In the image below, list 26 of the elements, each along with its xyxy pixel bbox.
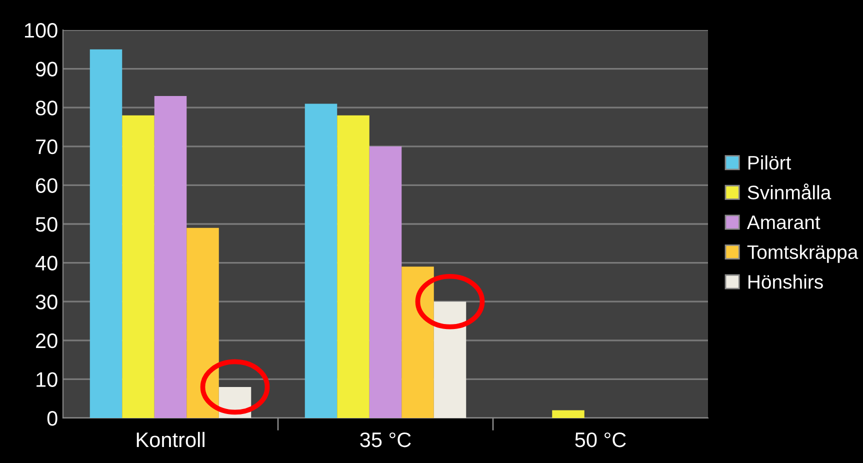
legend-label: Tomtskräppa — [747, 244, 858, 263]
bar — [122, 115, 154, 418]
legend-label: Amarant — [746, 216, 820, 230]
bar — [304, 104, 338, 418]
y-tick-label: 70 — [36, 139, 58, 154]
y-tick-label: 50 — [36, 217, 58, 232]
y-tick-label: 100 — [24, 23, 58, 38]
bar — [337, 115, 370, 418]
bar — [90, 49, 122, 418]
legend-label: Pilört — [748, 155, 792, 170]
bar — [552, 410, 584, 418]
legend-label: Svinmålla — [748, 184, 832, 200]
y-tick-label: 30 — [36, 294, 58, 310]
bar — [154, 96, 187, 418]
y-tick-label: 80 — [36, 100, 58, 116]
legend-label: Hönshirs — [748, 274, 823, 289]
y-tick-label: 90 — [36, 62, 58, 77]
y-tick-label: 10 — [36, 372, 58, 387]
y-tick-label: 20 — [36, 333, 58, 348]
x-tick-label: 50 °C — [575, 432, 626, 448]
y-tick-label: 0 — [47, 411, 58, 426]
bar — [369, 146, 402, 418]
x-tick-label: 35 °C — [360, 432, 411, 448]
x-tick-label: Kontroll — [136, 432, 204, 448]
y-tick-label: 40 — [35, 256, 58, 271]
y-tick-label: 60 — [36, 178, 58, 193]
